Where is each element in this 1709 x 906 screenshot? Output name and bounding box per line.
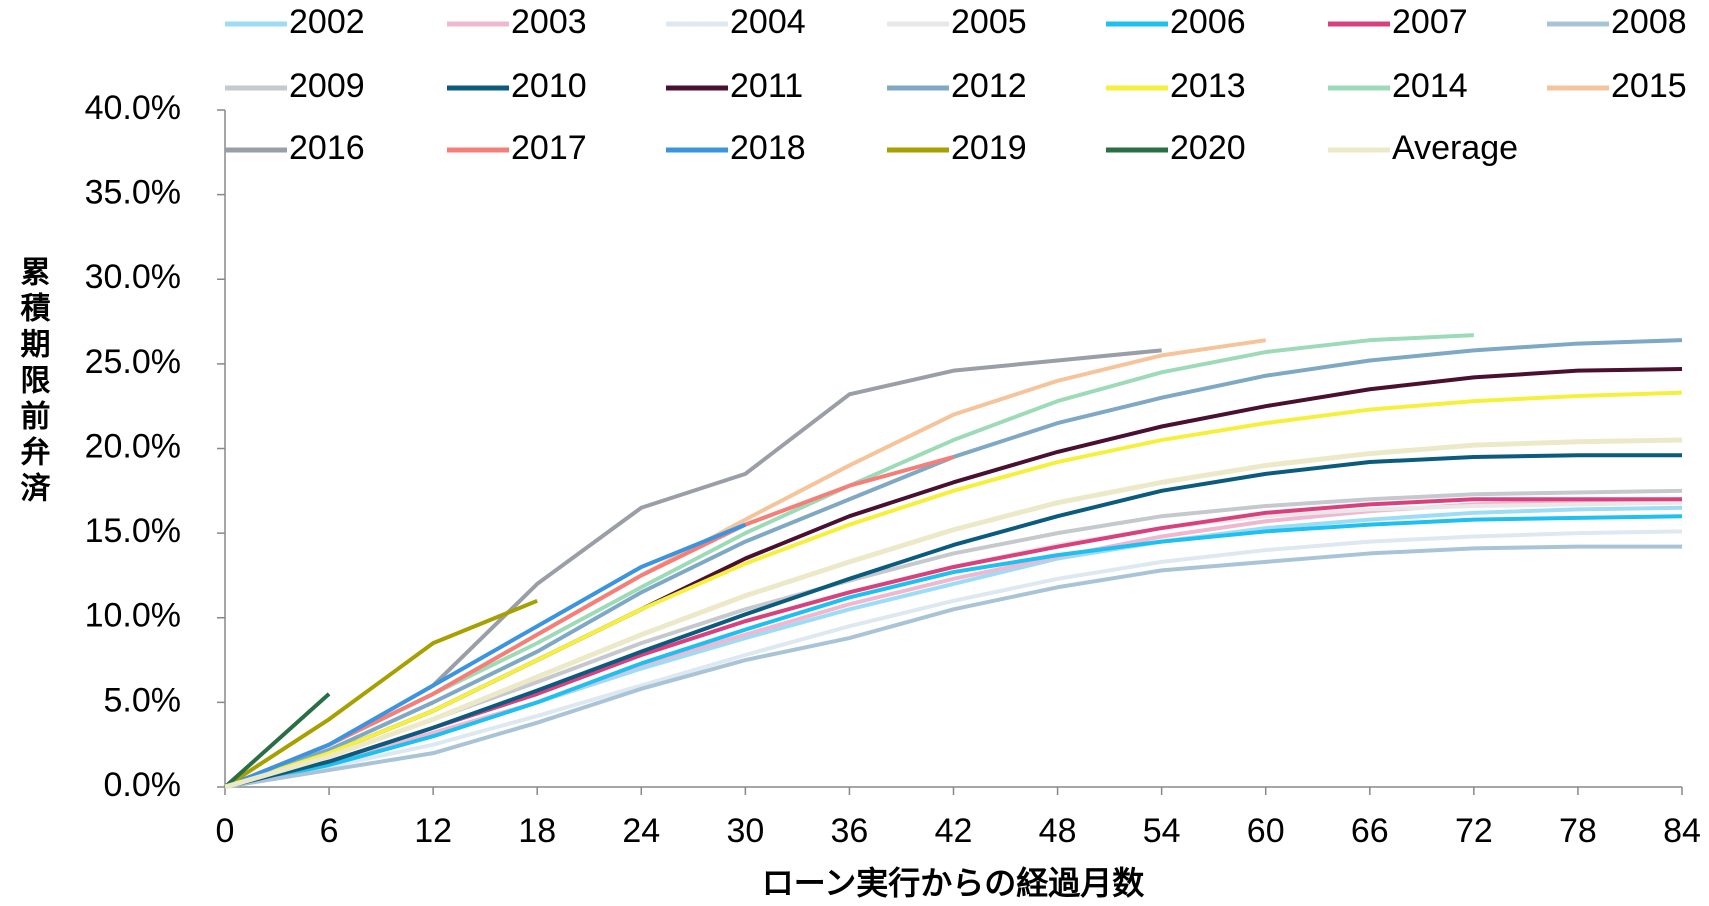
y-tick-label: 30.0%: [85, 258, 181, 296]
y-tick-label: 40.0%: [85, 89, 181, 127]
legend-label: 2004: [730, 3, 806, 41]
y-tick-label: 35.0%: [85, 174, 181, 212]
series-line: [224, 514, 1683, 789]
series-line: [223, 692, 331, 789]
x-tick-label: 18: [518, 812, 556, 850]
x-tick-label: 48: [1039, 812, 1077, 850]
x-tick-label: 12: [414, 812, 452, 850]
legend-label: 2003: [511, 3, 587, 41]
series-line: [224, 529, 1683, 789]
x-tick-label: 6: [320, 812, 339, 850]
legend-label: 2010: [511, 67, 587, 105]
x-tick-label: 54: [1143, 812, 1181, 850]
legend-label: 2019: [951, 129, 1027, 167]
series-line: [224, 390, 1683, 789]
legend-label: 2017: [511, 129, 587, 167]
x-tick-label: 0: [216, 812, 235, 850]
legend-label: 2002: [289, 3, 365, 41]
y-tick-label: 10.0%: [85, 597, 181, 635]
x-tick-label: 36: [831, 812, 869, 850]
legend-label: Average: [1392, 129, 1518, 167]
legend-label: 2018: [730, 129, 806, 167]
x-tick-label: 66: [1351, 812, 1389, 850]
y-tick-label: 5.0%: [104, 681, 182, 719]
series-line: [224, 437, 1683, 790]
y-tick-label: 20.0%: [85, 427, 181, 465]
legend-label: 2012: [951, 67, 1027, 105]
legend-label: 2005: [951, 3, 1027, 41]
y-axis-label: 累積期限前弁済: [15, 256, 51, 508]
y-tick-label: 0.0%: [104, 766, 182, 804]
x-tick-label: 60: [1247, 812, 1285, 850]
x-tick-label: 42: [935, 812, 973, 850]
legend-label: 2008: [1611, 3, 1687, 41]
legend-label: 2006: [1170, 3, 1246, 41]
legend-label: 2016: [289, 129, 365, 167]
x-tick-label: 78: [1559, 812, 1597, 850]
legend-label: 2014: [1392, 67, 1468, 105]
legend-label: 2009: [289, 67, 365, 105]
x-tick-label: 84: [1663, 812, 1701, 850]
x-tick-label: 72: [1455, 812, 1493, 850]
y-tick-label: 25.0%: [85, 343, 181, 381]
series-line: [223, 598, 538, 789]
series-line: [224, 338, 1683, 789]
legend-label: 2015: [1611, 67, 1687, 105]
x-tick-label: 24: [622, 812, 660, 850]
x-axis-label: ローン実行からの経過月数: [762, 864, 1145, 902]
series-line: [224, 522, 747, 789]
legend-label: 2013: [1170, 67, 1246, 105]
x-tick-label: 30: [726, 812, 764, 850]
y-tick-label: 15.0%: [85, 512, 181, 550]
legend-label: 2007: [1392, 3, 1468, 41]
series-line: [224, 544, 1682, 789]
legend-label: 2011: [730, 67, 803, 105]
series-line: [224, 453, 1682, 789]
legend-label: 2020: [1170, 129, 1246, 167]
